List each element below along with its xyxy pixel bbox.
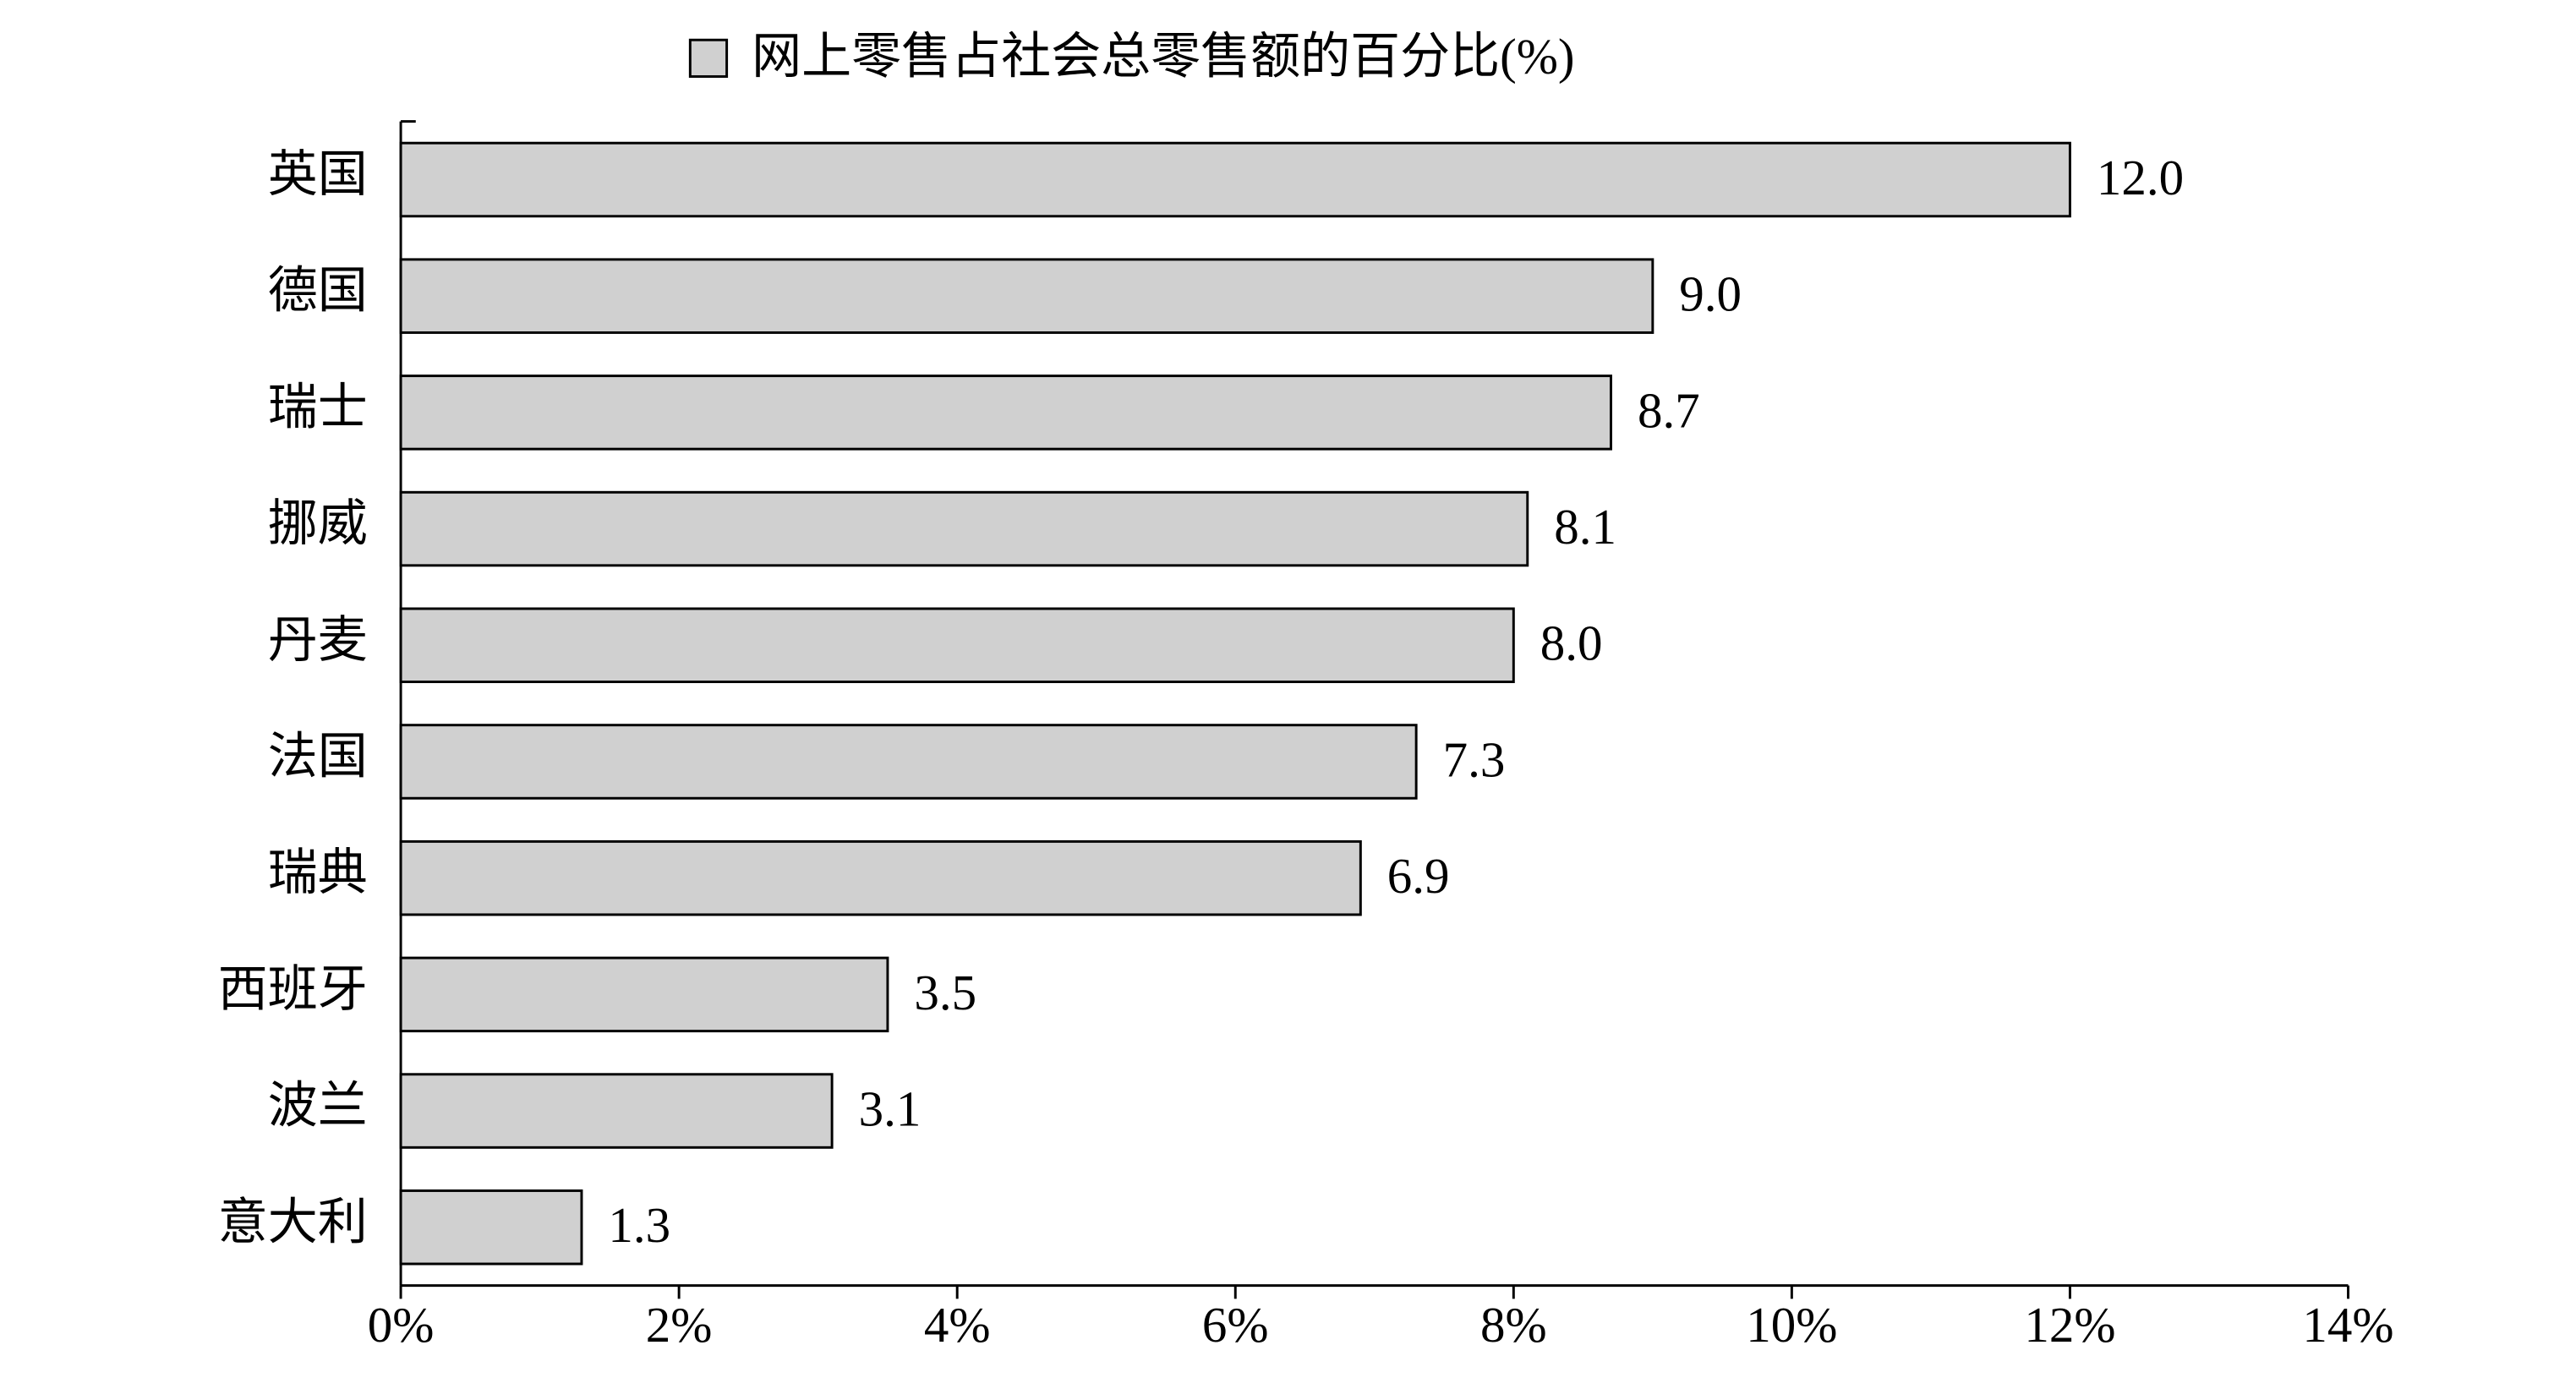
bar [399, 375, 1612, 451]
value-label: 6.9 [1387, 848, 1450, 904]
value-label: 8.0 [1540, 615, 1603, 671]
x-tick-label: 0% [368, 1297, 435, 1353]
y-tick-label: 英国 [268, 146, 368, 202]
legend-label: 网上零售占社会总零售额的百分比(%) [752, 28, 1574, 84]
bar [399, 1189, 583, 1266]
y-tick-label: 意大利 [218, 1194, 368, 1249]
x-tick-label: 14% [2302, 1297, 2393, 1353]
y-tick-label: 西班牙 [218, 961, 368, 1017]
bar [399, 724, 1418, 800]
value-label: 1.3 [608, 1197, 670, 1253]
bar [399, 258, 1654, 334]
value-label: 7.3 [1443, 731, 1506, 787]
y-tick-label: 法国 [268, 729, 368, 785]
value-label: 3.1 [859, 1081, 922, 1137]
x-tick-label: 10% [1746, 1297, 1837, 1353]
bar [399, 607, 1515, 684]
bar [399, 1073, 834, 1149]
value-label: 9.0 [1679, 266, 1742, 322]
value-label: 12.0 [2097, 150, 2184, 205]
x-tick-label: 12% [2024, 1297, 2115, 1353]
bar [399, 956, 889, 1033]
y-tick-label: 瑞士 [268, 379, 368, 435]
bar [399, 141, 2071, 218]
y-tick-label: 波兰 [268, 1078, 368, 1134]
value-label: 8.7 [1638, 382, 1700, 438]
y-tick-label: 德国 [268, 263, 368, 319]
x-tick-label: 6% [1202, 1297, 1269, 1353]
value-label: 3.5 [914, 965, 976, 1020]
bar [399, 490, 1529, 567]
x-tick-label: 4% [924, 1297, 991, 1353]
legend-swatch [688, 38, 729, 79]
y-tick-label: 瑞典 [268, 845, 368, 900]
y-tick-label: 挪威 [268, 495, 368, 551]
x-tick-label: 2% [646, 1297, 713, 1353]
value-label: 8.1 [1554, 499, 1616, 555]
bar [399, 839, 1362, 916]
x-tick-label: 8% [1480, 1297, 1547, 1353]
y-tick-label: 丹麦 [268, 612, 368, 668]
